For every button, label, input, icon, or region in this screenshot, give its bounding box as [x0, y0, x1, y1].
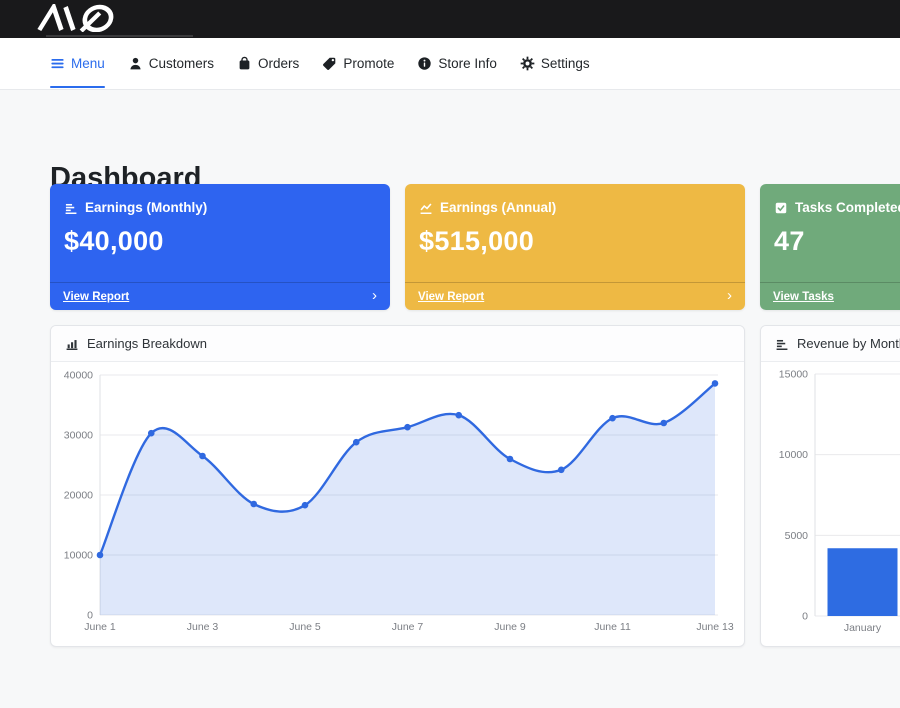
- svg-text:June 7: June 7: [392, 621, 424, 633]
- stat-card-title: Earnings (Monthly): [85, 200, 208, 215]
- svg-text:0: 0: [87, 610, 93, 622]
- nav-label: Orders: [258, 56, 300, 71]
- nav-item-promote[interactable]: Promote: [322, 38, 394, 89]
- chart-card-header: Revenue by Month: [761, 326, 900, 362]
- stat-card-title-row: Earnings (Monthly): [50, 184, 390, 215]
- gear-icon: [520, 56, 535, 71]
- chart-card-title: Earnings Breakdown: [87, 336, 207, 351]
- nav-item-settings[interactable]: Settings: [520, 38, 590, 89]
- earnings-line-chart: 0 10000 20000 30000 40000 June 1 June 3 June 5 J…: [64, 370, 734, 634]
- chevron-right-icon: ›: [727, 287, 732, 304]
- chevron-right-icon: ›: [372, 287, 377, 304]
- nav-label: Store Info: [438, 56, 497, 71]
- stat-card-earnings-annual: Earnings (Annual) $515,000 View Report ›: [405, 184, 745, 310]
- revenue-bar-chart: 0 5000 10000 15000 January: [779, 369, 900, 634]
- svg-text:June 1: June 1: [84, 621, 116, 633]
- svg-text:0: 0: [802, 611, 808, 623]
- check-square-icon: [774, 201, 788, 215]
- user-icon: [128, 56, 143, 71]
- svg-text:10000: 10000: [779, 449, 808, 461]
- view-tasks-link[interactable]: View Tasks: [773, 290, 834, 303]
- svg-text:30000: 30000: [64, 430, 93, 442]
- logo-underline: [46, 35, 193, 37]
- bag-icon: [237, 56, 252, 71]
- nav-item-store-info[interactable]: Store Info: [417, 38, 497, 89]
- stat-card-value: 47: [774, 226, 805, 256]
- svg-text:June 13: June 13: [696, 621, 734, 633]
- nav-label: Promote: [343, 56, 395, 71]
- top-app-bar: [0, 0, 900, 38]
- nav-item-customers[interactable]: Customers: [128, 38, 214, 89]
- svg-text:20000: 20000: [64, 490, 93, 502]
- svg-text:June 11: June 11: [594, 621, 631, 633]
- view-report-link[interactable]: View Report: [418, 290, 485, 303]
- svg-text:10000: 10000: [64, 550, 93, 562]
- stat-card-title-row: Earnings (Annual): [405, 184, 745, 215]
- stat-card-footer: View Report ›: [50, 282, 390, 310]
- stat-card-title: Tasks Completed: [795, 200, 900, 215]
- stat-card-title-row: Tasks Completed: [760, 184, 900, 215]
- chart-card-header: Earnings Breakdown: [51, 326, 744, 362]
- svg-text:June 5: June 5: [289, 621, 321, 633]
- brand-logo[interactable]: [36, 4, 132, 32]
- nav-label: Customers: [148, 56, 215, 71]
- svg-text:June 3: June 3: [187, 621, 219, 633]
- earnings-breakdown-card: Earnings Breakdown 0 10000 20000 30000 40000…: [50, 325, 745, 647]
- tag-icon: [322, 56, 337, 71]
- stat-card-tasks-completed: Tasks Completed 47 View Tasks ›: [760, 184, 900, 310]
- chart-lines-icon: [64, 201, 78, 215]
- nav-label: Settings: [540, 56, 590, 71]
- svg-text:5000: 5000: [785, 530, 809, 542]
- stat-card-footer: View Report ›: [405, 282, 745, 310]
- svg-text:15000: 15000: [779, 369, 808, 381]
- svg-text:January: January: [844, 622, 882, 634]
- stat-card-value: $40,000: [64, 226, 164, 256]
- nav-label: Menu: [71, 56, 105, 71]
- svg-text:40000: 40000: [64, 370, 93, 382]
- chart-card-title: Revenue by Month: [797, 336, 900, 351]
- view-report-link[interactable]: View Report: [63, 290, 130, 303]
- nav-item-menu[interactable]: Menu: [50, 38, 105, 89]
- stat-card-earnings-monthly: Earnings (Monthly) $40,000 View Report ›: [50, 184, 390, 310]
- info-icon: [417, 56, 432, 71]
- menu-icon: [50, 56, 65, 71]
- nav-item-orders[interactable]: Orders: [237, 38, 299, 89]
- line-chart-icon: [419, 201, 433, 215]
- bar-chart-icon: [65, 337, 79, 351]
- stat-card-row: Earnings (Monthly) $40,000 View Report ›…: [50, 184, 900, 310]
- stat-card-value: $515,000: [419, 226, 535, 256]
- chart-lines-icon: [775, 337, 789, 351]
- revenue-by-month-card: Revenue by Month 0 5000 10000 15000 January: [760, 325, 900, 647]
- svg-text:June 9: June 9: [494, 621, 526, 633]
- main-nav: Menu Customers Orders Promote Store Info…: [0, 38, 900, 90]
- stat-card-footer: View Tasks ›: [760, 282, 900, 310]
- stat-card-title: Earnings (Annual): [440, 200, 557, 215]
